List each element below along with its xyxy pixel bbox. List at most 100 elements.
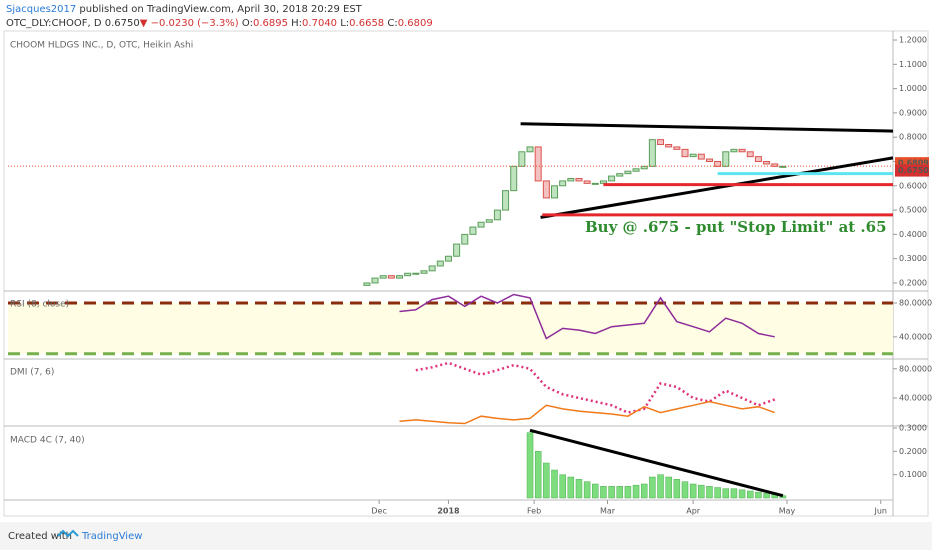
candle — [363, 282, 371, 286]
price-label: 0.6809 — [898, 159, 929, 168]
candle — [379, 275, 387, 279]
x-tick-label: Mar — [600, 507, 616, 516]
candle — [714, 161, 722, 167]
x-tick-label: Jun — [874, 507, 888, 516]
y-tick-label: 80.0000 — [899, 364, 932, 373]
candle — [477, 221, 485, 228]
candle — [550, 185, 558, 199]
histogram-bar — [698, 484, 705, 499]
candle — [575, 178, 583, 182]
candle — [485, 219, 493, 223]
y-tick-label: 80.0000 — [899, 299, 932, 308]
y-tick-label: 0.4000 — [899, 230, 927, 239]
histogram-bar — [543, 462, 550, 499]
ohlc-label: L: — [337, 18, 349, 29]
candle — [746, 151, 754, 158]
histogram-bar — [649, 476, 656, 499]
histogram-bar — [624, 486, 632, 499]
candle — [420, 270, 428, 274]
pane-label: DMI (7, 6) — [10, 368, 54, 378]
candle — [469, 226, 477, 235]
candle — [396, 275, 404, 279]
histogram-bar — [640, 483, 648, 499]
y-tick-label: 1.1000 — [899, 60, 927, 69]
candle — [502, 190, 510, 211]
candle — [616, 173, 624, 177]
histogram-bar — [657, 474, 664, 499]
candle — [583, 180, 591, 184]
level-band — [8, 303, 893, 354]
histogram-bar — [722, 488, 730, 499]
y-tick-label: 0.9000 — [899, 108, 927, 117]
histogram-bar — [665, 476, 672, 499]
candle — [534, 146, 542, 182]
change: ▼ −0.0230 (−3.3%) — [140, 18, 239, 29]
annotation: Buy @ .675 - put "Stop Limit" at .65 — [585, 218, 887, 236]
brand-logo — [57, 529, 79, 538]
candle — [657, 139, 665, 145]
y-tick-label: 0.2000 — [899, 278, 927, 287]
candle — [567, 178, 575, 182]
pane-label: MACD 4C (7, 40) — [10, 436, 85, 446]
candle — [763, 161, 771, 165]
price-label-box — [895, 164, 929, 177]
y-tick-label: 0.5000 — [899, 206, 927, 215]
candle — [673, 146, 681, 150]
y-tick-label: 0.8000 — [899, 133, 927, 142]
y-tick-label: 40.0000 — [899, 393, 932, 402]
histogram-bar — [616, 486, 624, 499]
trend-line — [529, 428, 784, 498]
x-tick-label: May — [779, 507, 796, 516]
y-tick-label: 0.1000 — [899, 470, 927, 479]
candle — [705, 158, 713, 163]
candle — [461, 233, 469, 245]
pane-label: CHOOM HLDGS INC., D, OTC, Heikin Ashi — [10, 41, 193, 51]
y-tick-label: 40.0000 — [899, 332, 932, 341]
candle — [510, 165, 518, 192]
histogram-bar — [689, 483, 697, 499]
candle — [559, 180, 567, 187]
y-tick-label: 0.6000 — [899, 181, 927, 190]
y-tick-label: 1.0000 — [899, 84, 927, 93]
candle — [608, 175, 616, 182]
histogram-bar — [592, 483, 599, 499]
footer-text: Created with — [8, 531, 72, 542]
trend-line — [540, 156, 894, 219]
ohlc-label: O: — [239, 18, 253, 29]
candle — [624, 170, 632, 175]
histogram-bar — [681, 481, 689, 499]
series-line — [399, 400, 775, 425]
candle — [412, 272, 420, 275]
histogram-bar — [730, 488, 738, 499]
price: 0.6750 — [105, 18, 140, 29]
candle — [730, 148, 738, 153]
x-tick-label: 2018 — [437, 507, 460, 516]
histogram-bar — [747, 490, 754, 499]
histogram-bar — [608, 486, 615, 499]
symbol-line: OTC_DLY:CHOOF, D 0.6750▼ −0.0230 (−3.3%)… — [6, 18, 433, 29]
candle — [640, 165, 648, 170]
chart-frame — [3, 30, 929, 517]
histogram-bar — [714, 487, 721, 499]
candle — [665, 143, 673, 148]
x-tick-label: Feb — [527, 507, 541, 516]
candle — [771, 163, 779, 167]
published: published on TradingView.com, April 30, … — [76, 4, 362, 15]
y-tick-label: 1.2000 — [899, 36, 927, 45]
y-tick-label: 0.3000 — [899, 254, 927, 263]
candle — [542, 180, 550, 199]
x-tick-label: Dec — [371, 507, 386, 516]
price-label: 0.6750 — [898, 166, 929, 175]
candle — [493, 209, 501, 221]
series-line — [415, 361, 776, 414]
footer-brand[interactable]: TradingView — [81, 531, 142, 542]
histogram-bar — [534, 451, 542, 499]
ohlc-value: 0.6658 — [349, 18, 384, 29]
author[interactable]: Sjacques2017 — [6, 4, 76, 15]
ohlc-label: C: — [384, 18, 398, 29]
candle — [371, 277, 379, 284]
candle — [697, 153, 705, 160]
histogram-bar — [673, 479, 681, 499]
